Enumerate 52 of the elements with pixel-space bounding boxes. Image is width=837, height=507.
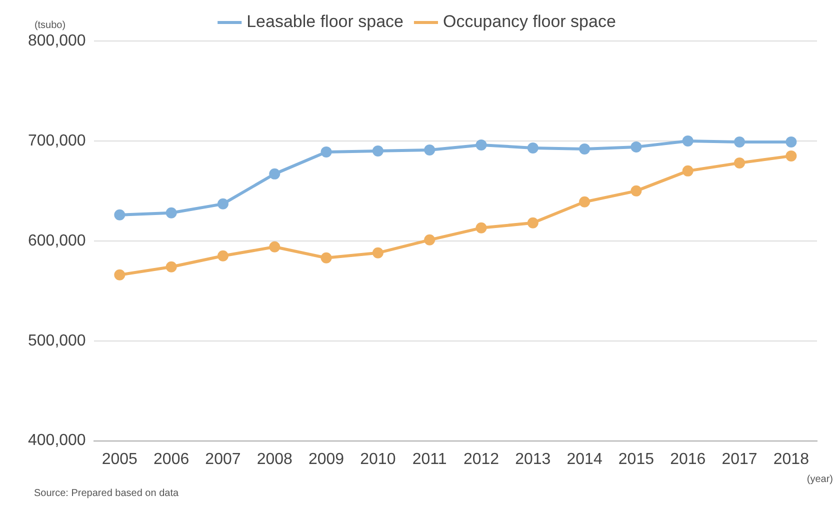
point xyxy=(476,139,487,150)
source-note: Source: Prepared based on data xyxy=(34,488,179,499)
point xyxy=(114,269,126,280)
x-tick-label: 2010 xyxy=(360,450,396,468)
x-tick-label: 2013 xyxy=(515,450,551,468)
point xyxy=(269,241,280,252)
point xyxy=(527,142,538,154)
y-tick-label: 500,000 xyxy=(28,332,86,350)
point xyxy=(269,168,280,180)
point xyxy=(166,207,177,218)
point xyxy=(682,165,694,176)
y-tick-label: 700,000 xyxy=(28,132,86,150)
point xyxy=(372,145,384,156)
point xyxy=(424,234,436,246)
y-tick-label: 400,000 xyxy=(28,432,86,450)
x-tick-label: 2012 xyxy=(463,450,500,468)
x-tick-label: 2008 xyxy=(256,450,293,468)
x-tick-label: 2006 xyxy=(154,450,190,468)
y-tick-label: 800,000 xyxy=(28,32,86,50)
point xyxy=(166,261,177,272)
x-tick-label: 2017 xyxy=(722,450,758,468)
point xyxy=(786,136,797,148)
x-tick-label: 2005 xyxy=(102,450,138,468)
x-tick-label: 2007 xyxy=(205,450,241,468)
point xyxy=(424,144,436,156)
point xyxy=(579,143,590,154)
point xyxy=(630,185,642,196)
point xyxy=(527,217,538,228)
x-tick-label: 2011 xyxy=(412,450,447,468)
point xyxy=(734,136,746,148)
x-tick-label: 2015 xyxy=(618,450,654,468)
point xyxy=(579,196,590,208)
point xyxy=(630,141,642,152)
point xyxy=(734,157,746,168)
point xyxy=(320,252,332,264)
point xyxy=(476,222,487,234)
point xyxy=(217,198,228,210)
point xyxy=(217,250,228,262)
point xyxy=(682,135,694,146)
legend-label: Leasable floor space xyxy=(246,12,404,32)
legend-label: Occupancy floor space xyxy=(442,12,616,32)
point xyxy=(114,209,126,220)
x-tick-label: 2016 xyxy=(670,450,706,468)
x-tick-label: 2009 xyxy=(308,450,344,468)
x-axis-title: (year) xyxy=(806,474,833,485)
x-tick-label: 2014 xyxy=(566,450,602,468)
point xyxy=(786,150,797,162)
point xyxy=(372,247,384,258)
y-axis-title: (tsubo) xyxy=(34,20,66,31)
x-tick-label: 2018 xyxy=(773,450,810,468)
y-tick-label: 600,000 xyxy=(28,232,86,250)
point xyxy=(320,146,332,158)
